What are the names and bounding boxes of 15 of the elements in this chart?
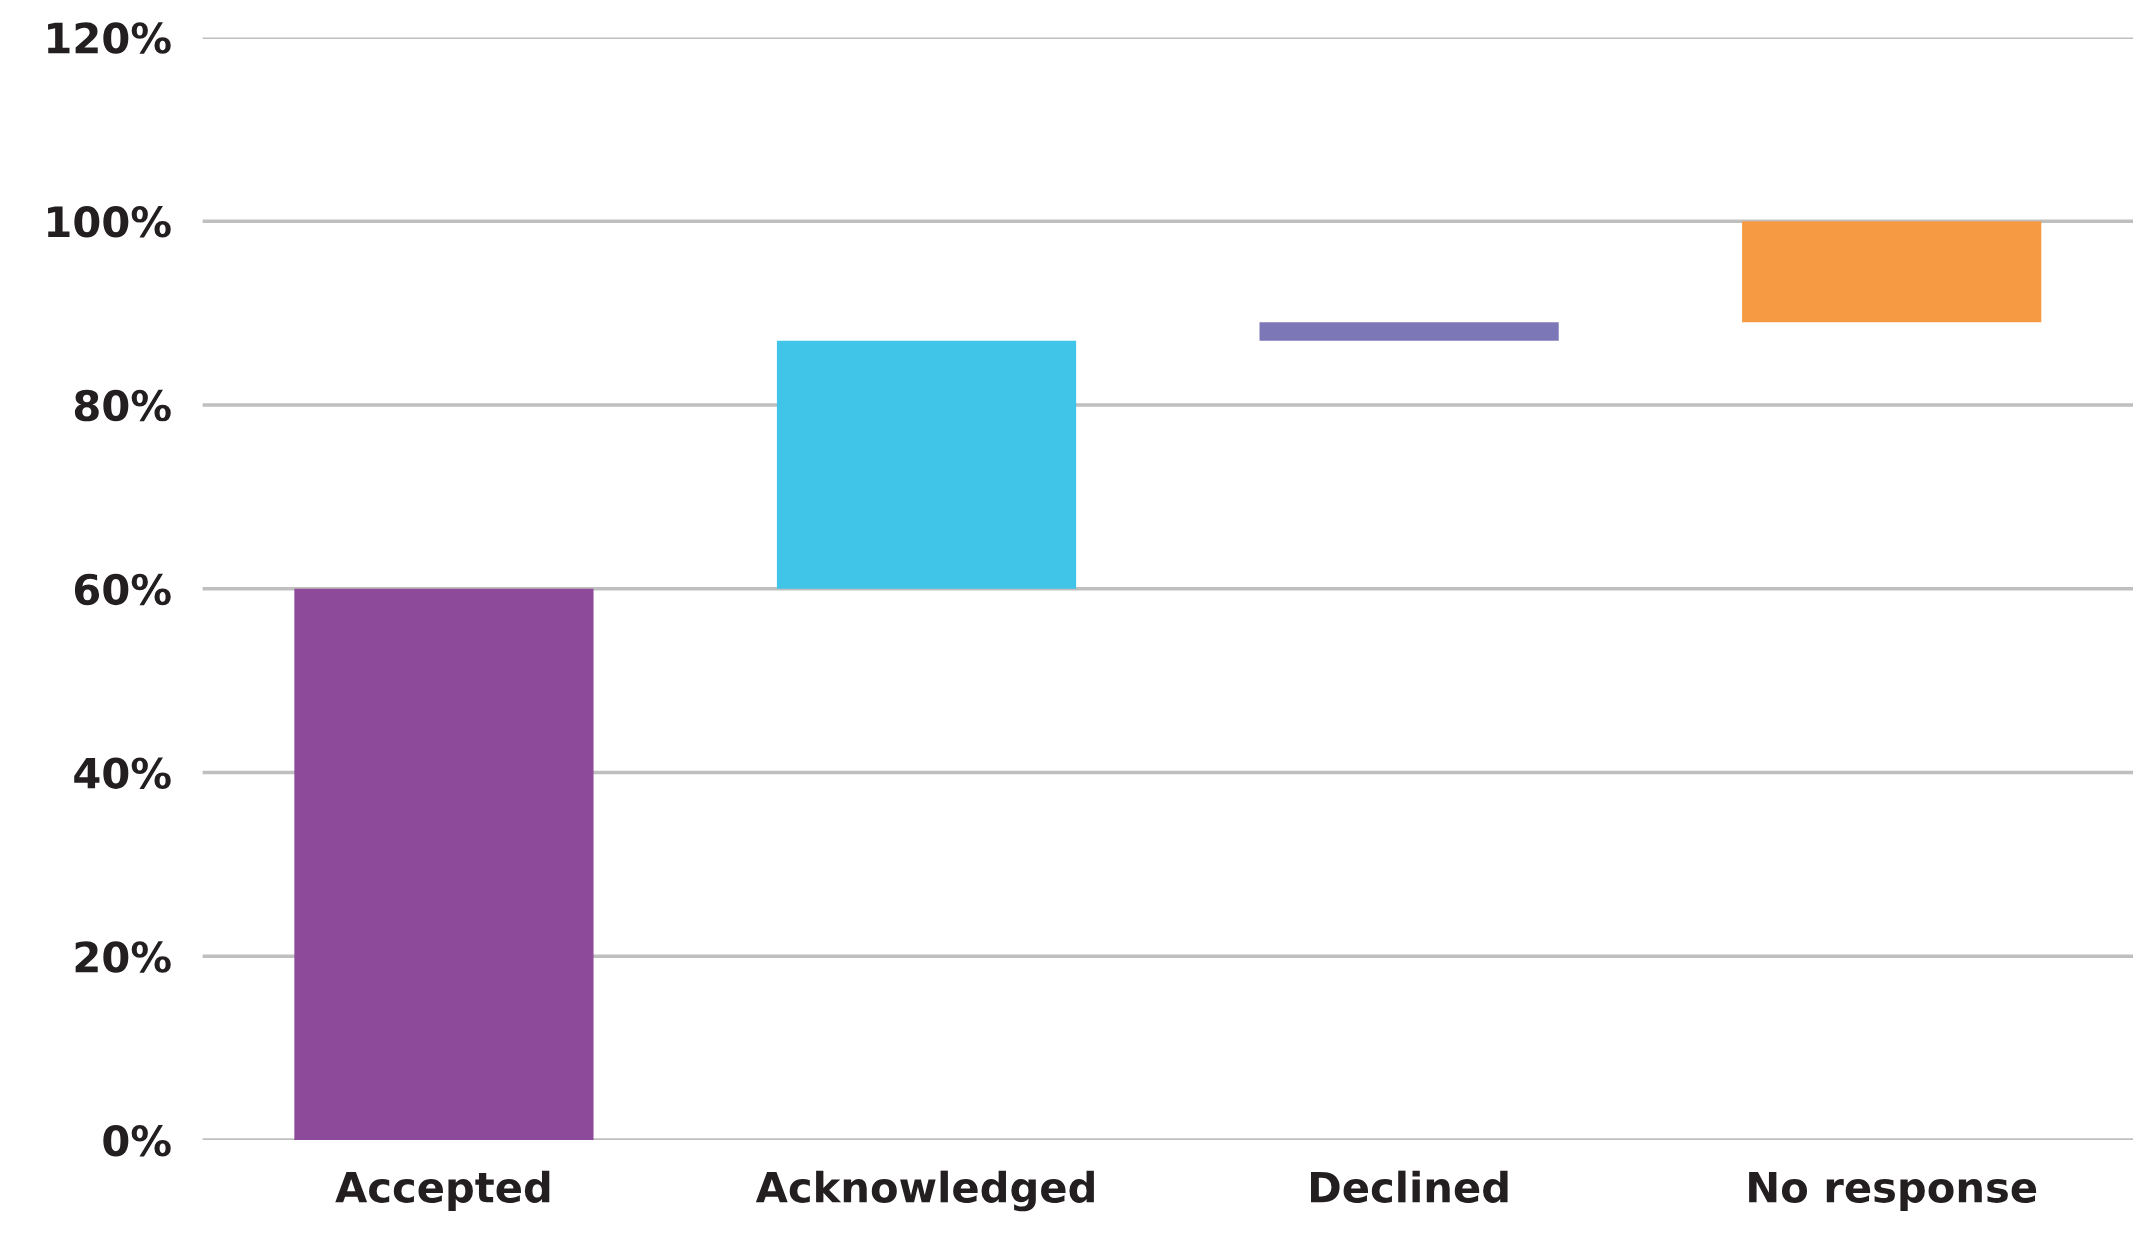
bar (776, 340, 1077, 589)
x-tick-label: Acknowledged (755, 1170, 1094, 1212)
x-tick-label: Declined (1311, 1170, 1508, 1203)
bar (1742, 221, 2042, 323)
y-tick-label: 40% (74, 757, 171, 789)
x-tick-label: No response (1749, 1171, 2037, 1211)
x-tick-label: Accepted (335, 1170, 550, 1211)
y-tick-label: 80% (74, 389, 171, 422)
y-tick-label: 20% (75, 941, 171, 973)
bar (1259, 322, 1559, 341)
y-tick-label: 100% (48, 206, 171, 238)
y-tick-label: 0% (103, 1125, 171, 1157)
y-tick-label: 120% (48, 22, 171, 54)
y-tick-label: 60% (74, 573, 171, 606)
bar (294, 588, 594, 1141)
